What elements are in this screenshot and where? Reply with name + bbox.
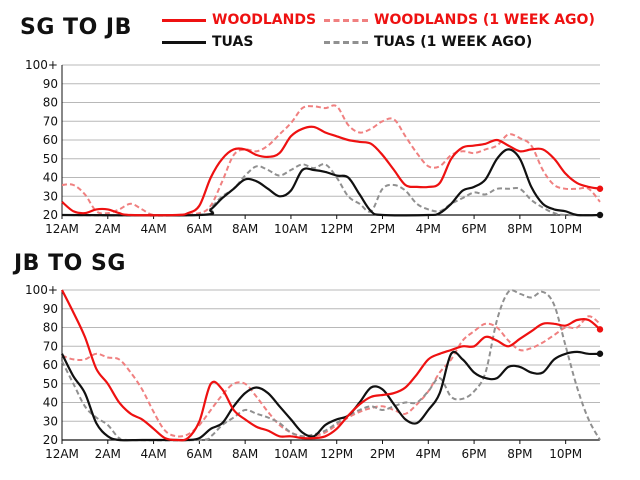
sg-x-tick-label: 10PM: [549, 222, 582, 236]
chart-title-sg-to-jb: SG TO JB: [20, 15, 132, 40]
legend-label-woodlands: WOODLANDS: [212, 12, 317, 28]
jb-y-tick-label: 50: [43, 377, 58, 391]
sg-y-tick-label: 60: [43, 133, 58, 147]
jb-x-tick-label: 2PM: [370, 447, 395, 461]
jb-x-tick-label: 2AM: [95, 447, 121, 461]
jb-x-tick-label: 6PM: [461, 447, 486, 461]
jb-series-woodlands: [61, 289, 601, 442]
sg-y-tick-label: 70: [43, 114, 58, 128]
sg-x-tick-label: 8AM: [232, 222, 258, 236]
jb-x-tick-label: 6AM: [186, 447, 212, 461]
jb-y-tick-label: 80: [43, 321, 58, 335]
jb-x-tick-label: 12PM: [320, 447, 353, 461]
legend-swatch-woodlands-1-week-ago: [324, 18, 368, 22]
sg-y-tick-label: 90: [43, 77, 58, 91]
jb-x-tick-label: 4PM: [416, 447, 441, 461]
jb-x-tick-label: 10PM: [549, 447, 582, 461]
jb-y-tick-label: 90: [43, 302, 58, 316]
legend-label-tuas-1-week-ago: TUAS (1 WEEK AGO): [374, 34, 533, 50]
legend-swatch-tuas-1-week-ago: [324, 40, 368, 44]
legend-label-tuas: TUAS: [212, 34, 254, 50]
jb-series-woodlands-1-week-ago: [61, 315, 601, 438]
sg-x-tick-label: 4AM: [140, 222, 166, 236]
legend-item-tuas: TUAS: [162, 34, 253, 50]
sg-series-woodlands-1-week-ago: [61, 104, 601, 217]
jb-y-tick-label: 100+: [25, 283, 58, 297]
jb-x-tick-label: 10AM: [274, 447, 308, 461]
legend-item-woodlands: WOODLANDS: [162, 12, 316, 28]
sg-y-tick-label: 40: [43, 171, 58, 185]
sg-end-dot-woodlands: [596, 185, 604, 192]
jb-y-tick-label: 30: [43, 414, 58, 428]
sg-y-tick-label: 100+: [25, 58, 58, 72]
chart-title-jb-to-sg: JB TO SG: [14, 251, 126, 276]
sg-x-tick-label: 2AM: [95, 222, 121, 236]
jb-series-tuas-1-week-ago: [61, 289, 601, 442]
jb-end-dot-tuas: [596, 350, 604, 357]
jb-x-tick-label: 4AM: [140, 447, 166, 461]
legend: WOODLANDS WOODLANDS (1 WEEK AGO) TUAS TU…: [162, 12, 632, 56]
sg-x-tick-label: 12AM: [45, 222, 79, 236]
sg-x-tick-label: 6PM: [461, 222, 486, 236]
sg-x-tick-label: 2PM: [370, 222, 395, 236]
jb-y-tick-label: 60: [43, 358, 58, 372]
sg-x-tick-label: 6AM: [186, 222, 212, 236]
sg-series-woodlands: [61, 125, 601, 217]
sg-series-tuas: [61, 148, 601, 217]
jb-x-tick-label: 12AM: [45, 447, 79, 461]
legend-item-tuas-1-week-ago: TUAS (1 WEEK AGO): [324, 34, 532, 50]
jb-x-tick-label: 8PM: [507, 447, 532, 461]
sg-y-tick-label: 80: [43, 96, 58, 110]
sg-x-tick-label: 8PM: [507, 222, 532, 236]
jb-y-tick-label: 20: [43, 433, 58, 447]
sg-y-tick-label: 20: [43, 208, 58, 222]
sg-end-dot-tuas: [596, 211, 604, 219]
sg-y-tick-label: 30: [43, 189, 58, 203]
jb-y-tick-label: 70: [43, 339, 58, 353]
legend-swatch-tuas: [162, 40, 206, 44]
sg-y-tick-label: 50: [43, 152, 58, 166]
legend-item-woodlands-1-week-ago: WOODLANDS (1 WEEK AGO): [324, 12, 595, 28]
sg-x-tick-label: 12PM: [320, 222, 353, 236]
sg-x-tick-label: 4PM: [416, 222, 441, 236]
legend-label-woodlands-1-week-ago: WOODLANDS (1 WEEK AGO): [374, 12, 595, 28]
legend-swatch-woodlands: [162, 18, 206, 22]
jb-end-dot-woodlands: [596, 326, 604, 333]
jb-x-tick-label: 8AM: [232, 447, 258, 461]
sg-x-tick-label: 10AM: [274, 222, 308, 236]
sg-series-tuas-1-week-ago: [61, 163, 601, 217]
jb-y-tick-label: 40: [43, 396, 58, 410]
